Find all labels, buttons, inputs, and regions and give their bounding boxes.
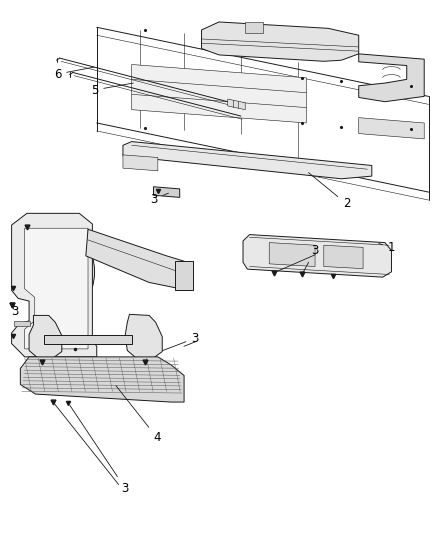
Circle shape [20, 227, 95, 317]
Polygon shape [44, 335, 132, 344]
Polygon shape [29, 316, 62, 358]
Polygon shape [228, 99, 245, 110]
Text: 5: 5 [91, 83, 133, 96]
Text: 3: 3 [162, 332, 199, 351]
Polygon shape [125, 314, 162, 358]
Polygon shape [20, 357, 184, 402]
Polygon shape [359, 118, 424, 139]
Polygon shape [201, 22, 359, 61]
Polygon shape [245, 22, 263, 33]
Text: 4: 4 [116, 386, 161, 444]
Polygon shape [153, 187, 180, 197]
Polygon shape [86, 229, 188, 288]
Text: 2: 2 [308, 173, 350, 211]
Circle shape [31, 240, 84, 304]
Polygon shape [25, 228, 88, 349]
Polygon shape [175, 261, 193, 290]
Polygon shape [14, 321, 30, 326]
Polygon shape [123, 155, 158, 171]
Polygon shape [359, 54, 424, 102]
Circle shape [51, 264, 64, 280]
Text: 3: 3 [70, 406, 129, 495]
Polygon shape [12, 213, 97, 357]
Polygon shape [243, 235, 392, 277]
Circle shape [42, 253, 73, 290]
Text: 6: 6 [54, 67, 94, 80]
Circle shape [55, 269, 60, 274]
Polygon shape [132, 64, 306, 123]
Text: 3: 3 [303, 244, 319, 272]
Polygon shape [123, 142, 372, 179]
Text: 1: 1 [379, 241, 395, 254]
Text: 3: 3 [11, 305, 18, 318]
Polygon shape [324, 245, 363, 269]
Text: 3: 3 [150, 193, 169, 206]
Polygon shape [269, 243, 315, 266]
